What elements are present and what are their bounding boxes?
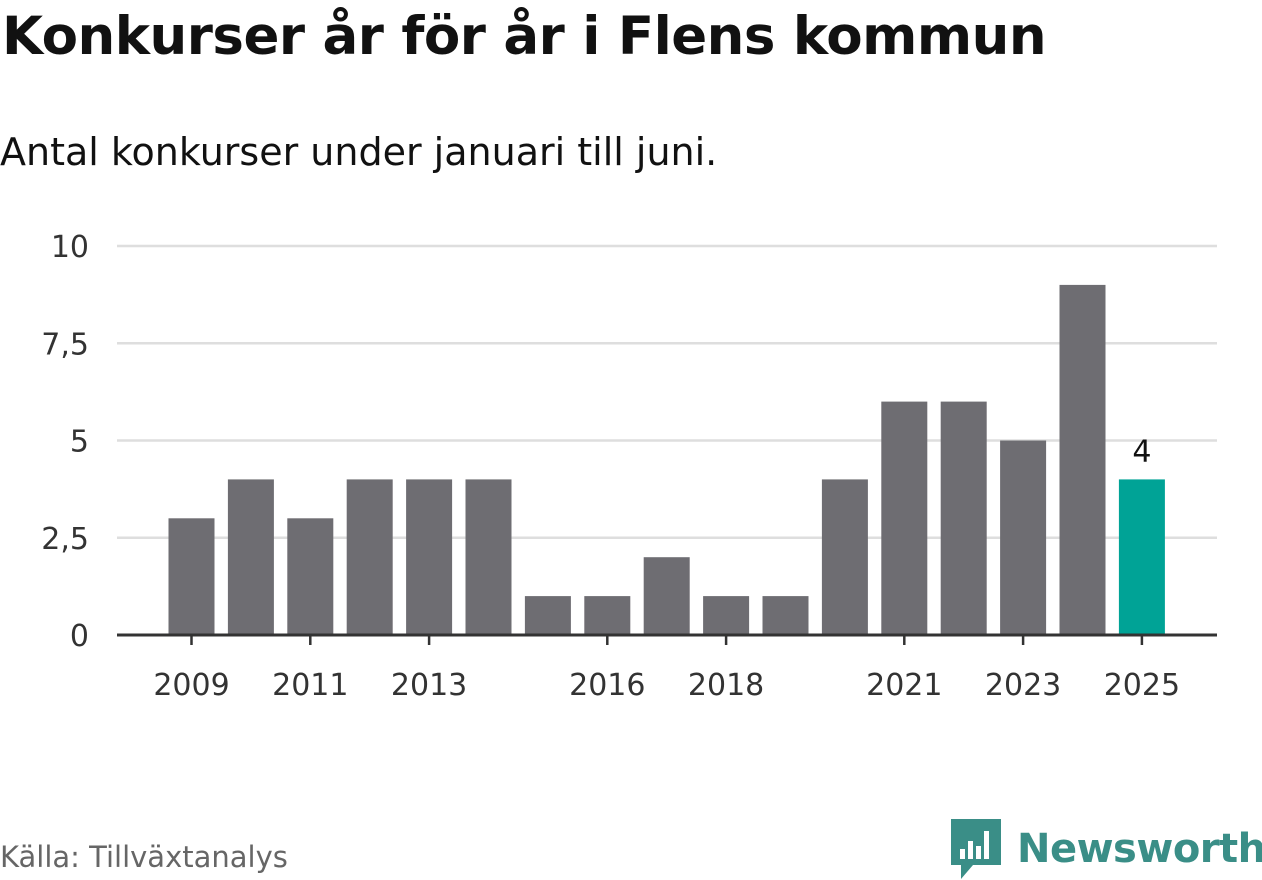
brand-name: Newsworthy (1017, 826, 1262, 872)
x-tick-label: 2021 (866, 668, 942, 703)
labels: 0 2,5 5 7,5 10 2009 2011 2013 2016 2018 2021 2023 20… (41, 230, 1180, 703)
y-tick-label: 0 (70, 619, 89, 654)
bars (168, 284, 1165, 635)
chart-subtitle: Antal konkurser under januari till juni. (0, 130, 718, 174)
bar-2010 (227, 479, 274, 635)
y-tick-label: 10 (51, 230, 89, 265)
bar-2023 (1000, 440, 1047, 635)
gridlines (117, 244, 1217, 539)
bar-2011 (287, 518, 334, 635)
y-tick-label: 2,5 (41, 522, 89, 557)
x-tick-label: 2018 (688, 668, 764, 703)
x-tick-label: 2013 (391, 668, 467, 703)
bar-2012 (346, 479, 393, 635)
x-tick-label: 2016 (569, 668, 645, 703)
y-tick-label: 5 (70, 425, 89, 460)
brand[interactable]: Newsworthy (951, 818, 1262, 880)
bar-2015 (524, 596, 571, 635)
bar-2024 (1059, 284, 1106, 635)
bar-2016 (584, 596, 631, 635)
bar-2017 (643, 557, 690, 635)
bar-2009 (168, 518, 215, 635)
bar-2014 (465, 479, 512, 635)
x-tick-label: 2009 (153, 668, 229, 703)
bar-2018 (703, 596, 750, 635)
y-tick-label: 7,5 (41, 327, 89, 362)
data-label: 4 (1132, 434, 1151, 469)
chart-title: Konkurser år för år i Flens kommun (2, 6, 1047, 67)
x-axis (117, 633, 1217, 645)
bar-2021 (881, 401, 928, 635)
bar-2019 (762, 596, 809, 635)
x-tick-label: 2025 (1104, 668, 1180, 703)
source-note: Källa: Tillväxtanalys (0, 840, 288, 874)
newsworthy-logo-icon (951, 819, 1001, 879)
x-tick-label: 2011 (272, 668, 348, 703)
bar-2020 (821, 479, 868, 635)
bar-2025 (1118, 479, 1165, 635)
bar-2013 (406, 479, 453, 635)
x-tick-label: 2023 (985, 668, 1061, 703)
bar-2022 (940, 401, 987, 635)
